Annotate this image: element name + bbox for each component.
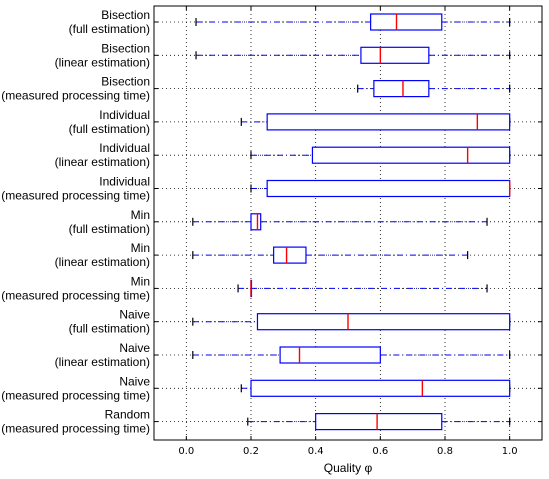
x-axis-ticks: 0.0 0.2 0.4 0.6 0.8 1.0 — [178, 6, 518, 457]
category-label-variant: (full estimation) — [69, 22, 150, 36]
category-label-name: Naive — [119, 341, 150, 355]
category-label-variant: (measured processing time) — [1, 288, 150, 302]
box — [266, 113, 511, 131]
box — [370, 13, 443, 31]
grid-lines — [154, 6, 542, 440]
category-label-variant: (full estimation) — [69, 122, 150, 136]
category-label-name: Naive — [119, 374, 150, 388]
category-label-name: Individual — [99, 141, 150, 155]
category-label-variant: (measured processing time) — [1, 189, 150, 203]
x-tick-label: 0.6 — [372, 446, 388, 457]
category-label-name: Min — [131, 274, 150, 288]
box — [256, 313, 511, 331]
category-label-variant: (linear estimation) — [55, 155, 150, 169]
category-label-variant: (linear estimation) — [55, 255, 150, 269]
box — [311, 146, 511, 164]
box — [315, 413, 443, 431]
x-tick-label: 0.2 — [243, 446, 259, 457]
plot-frame — [153, 5, 543, 441]
category-label-variant: (linear estimation) — [55, 55, 150, 69]
category-label-variant: (measured processing time) — [1, 388, 150, 402]
category-label-name: Random — [105, 408, 150, 422]
category-label-name: Min — [131, 241, 150, 255]
category-label-name: Individual — [99, 175, 150, 189]
category-label-name: Individual — [99, 108, 150, 122]
category-label-name: Naive — [119, 308, 150, 322]
x-tick-label: 0.0 — [178, 446, 194, 457]
category-label-variant: (measured processing time) — [1, 89, 150, 103]
category-label-variant: (measured processing time) — [1, 422, 150, 436]
x-tick-label: 0.4 — [308, 446, 324, 457]
category-labels: Bisection(full estimation)Bisection(line… — [1, 8, 150, 436]
box-series — [192, 13, 511, 431]
category-label-name: Min — [131, 208, 150, 222]
x-tick-label: 1.0 — [502, 446, 518, 457]
box — [373, 79, 430, 98]
y-axis-ticks — [154, 21, 542, 423]
box — [250, 213, 262, 231]
category-label-variant: (full estimation) — [69, 222, 150, 236]
category-label-name: Bisection — [101, 8, 150, 22]
box — [279, 346, 381, 364]
category-label-variant: (linear estimation) — [55, 355, 150, 369]
box — [250, 379, 511, 397]
box — [360, 46, 430, 64]
category-label-variant: (full estimation) — [69, 322, 150, 336]
category-label-name: Bisection — [101, 75, 150, 89]
box — [273, 246, 307, 264]
box — [266, 179, 511, 198]
category-label-name: Bisection — [101, 41, 150, 55]
x-tick-label: 0.8 — [437, 446, 453, 457]
x-axis-title: Quality φ — [324, 461, 373, 475]
